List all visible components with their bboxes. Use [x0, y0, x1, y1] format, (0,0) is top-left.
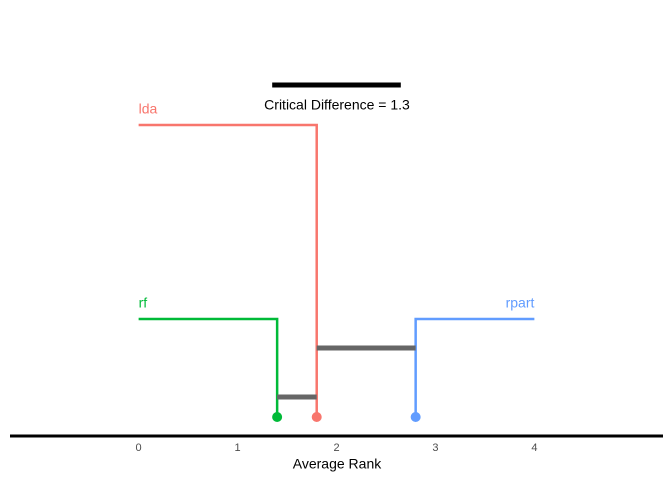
- x-tick-label: 2: [333, 442, 339, 454]
- rank-point: [272, 412, 283, 422]
- x-tick-label: 4: [531, 442, 537, 454]
- method-label: rpart: [506, 295, 535, 311]
- method-label: rf: [139, 295, 148, 311]
- x-tick-label: 0: [136, 442, 142, 454]
- method-line: [414, 317, 535, 417]
- x-tick-label: 1: [234, 442, 240, 454]
- method-label: lda: [139, 101, 158, 117]
- x-axis-label: Average Rank: [293, 456, 382, 472]
- method-line: [138, 123, 318, 417]
- x-tick-label: 3: [432, 442, 438, 454]
- method-line: [138, 317, 279, 417]
- rank-point: [311, 412, 322, 422]
- chart-title: Critical Difference = 1.3: [264, 97, 410, 113]
- rank-point: [410, 412, 421, 422]
